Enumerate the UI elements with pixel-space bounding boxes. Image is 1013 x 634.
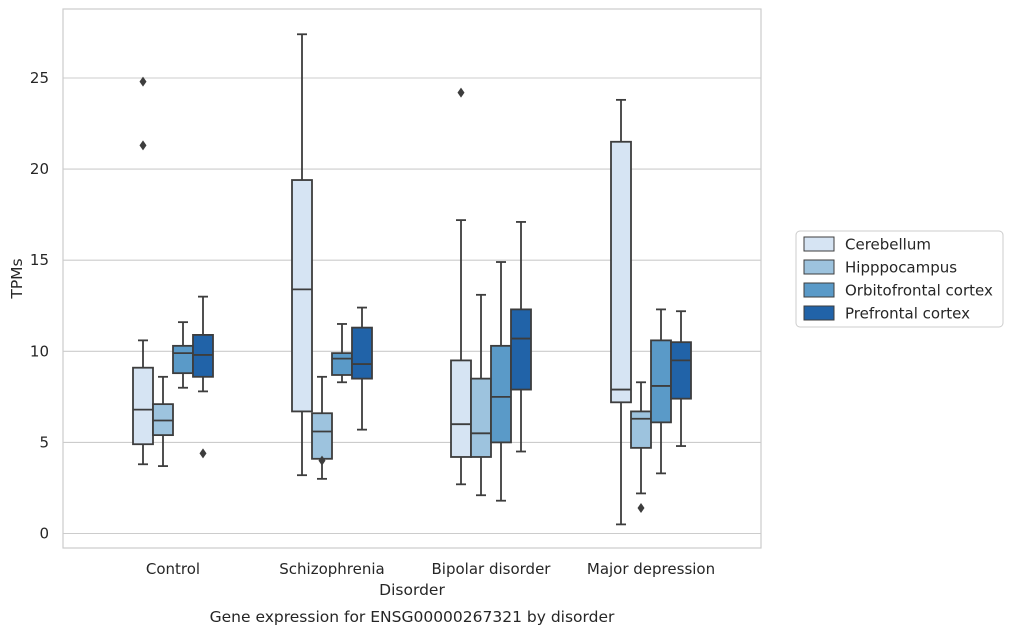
- box-iqr: [470, 377, 492, 458]
- box-orbitofrontal-cortex-0: [172, 321, 194, 389]
- legend-label: Hipppocampus: [845, 259, 957, 277]
- box-iqr: [132, 366, 154, 446]
- legend-swatch: [803, 305, 835, 321]
- chart-title: Gene expression for ENSG00000267321 by d…: [210, 608, 615, 626]
- box-prefrontal-cortex-3: [670, 310, 692, 447]
- box-orbitofrontal-cortex-3: [650, 308, 672, 475]
- box-iqr: [670, 341, 692, 400]
- box-hipppocampus-1: [311, 375, 333, 480]
- y-tick-label: 20: [30, 160, 49, 178]
- box-hipppocampus-0: [152, 375, 174, 467]
- box-prefrontal-cortex-1: [351, 306, 373, 431]
- box-iqr: [311, 412, 333, 460]
- outlier-point: [637, 502, 645, 513]
- legend-label: Cerebellum: [845, 236, 931, 254]
- x-tick-label: Major depression: [587, 560, 715, 578]
- box-hipppocampus-3: [630, 381, 652, 513]
- box-iqr: [351, 326, 373, 380]
- x-tick-label: Control: [146, 560, 200, 578]
- box-hipppocampus-2: [470, 293, 492, 497]
- box-orbitofrontal-cortex-2: [490, 261, 512, 502]
- legend-swatch: [803, 236, 835, 252]
- box-iqr: [510, 308, 532, 391]
- box-iqr: [291, 179, 313, 413]
- box-cerebellum-3: [610, 98, 632, 526]
- outlier-point: [199, 448, 207, 459]
- outlier-point: [318, 455, 326, 466]
- legend: Cerebellum Hipppocampus Orbitofrontal cort…: [795, 230, 1004, 328]
- legend-label: Prefrontal cortex: [845, 305, 970, 323]
- box-cerebellum-0: [132, 76, 154, 466]
- box-iqr: [490, 344, 512, 444]
- box-iqr: [192, 334, 214, 378]
- y-tick-label: 0: [39, 525, 49, 543]
- box-prefrontal-cortex-2: [510, 221, 532, 453]
- box-cerebellum-1: [291, 33, 313, 477]
- x-tick-label: Schizophrenia: [279, 560, 384, 578]
- x-tick-label: Bipolar disorder: [432, 560, 552, 578]
- y-tick-label: 10: [30, 342, 49, 360]
- box-iqr: [450, 359, 472, 458]
- outlier-point: [139, 76, 147, 87]
- y-tick-labels: 0 5 10 15 20 25: [30, 69, 49, 543]
- legend-item-prefrontal-cortex: Prefrontal cortex: [803, 305, 970, 323]
- legend-frame: [795, 230, 1004, 328]
- y-tick-label: 25: [30, 69, 49, 87]
- x-axis-label: Disorder: [379, 581, 445, 599]
- y-axis-label: TPMs: [8, 258, 26, 299]
- plot-frame: [62, 8, 762, 549]
- legend-swatch: [803, 259, 835, 275]
- box-iqr: [610, 140, 632, 404]
- box-orbitofrontal-cortex-1: [331, 323, 353, 384]
- box-iqr: [152, 403, 174, 437]
- box-iqr: [630, 410, 652, 449]
- box-iqr: [172, 344, 194, 375]
- box-series-group: [132, 33, 692, 526]
- legend-item-orbitofrontal-cortex: Orbitofrontal cortex: [803, 282, 993, 300]
- gridlines: [63, 77, 761, 535]
- box-prefrontal-cortex-0: [192, 295, 214, 459]
- outlier-point: [139, 140, 147, 151]
- x-tick-labels: Control Schizophrenia Bipolar disorder Majo…: [146, 560, 715, 578]
- outlier-point: [457, 87, 465, 98]
- y-tick-label: 5: [39, 433, 49, 451]
- y-tick-label: 15: [30, 251, 49, 269]
- box-cerebellum-2: [450, 87, 472, 486]
- legend-item-hipppocampus: Hipppocampus: [803, 259, 957, 277]
- legend-swatch: [803, 282, 835, 298]
- box-iqr: [650, 339, 672, 424]
- legend-item-cerebellum: Cerebellum: [803, 236, 931, 254]
- legend-label: Orbitofrontal cortex: [845, 282, 993, 300]
- box-iqr: [331, 352, 353, 376]
